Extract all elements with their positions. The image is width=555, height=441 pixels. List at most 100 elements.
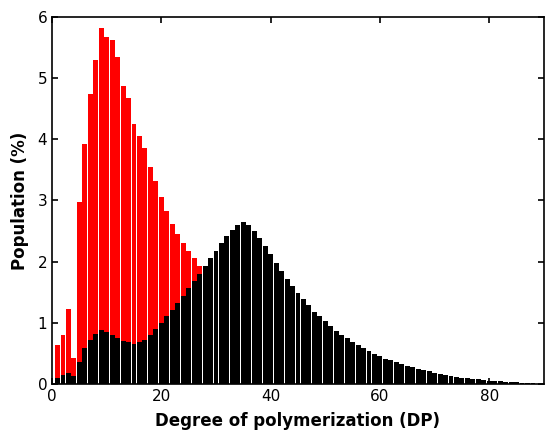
Bar — [268, 331, 273, 384]
Bar — [191, 281, 196, 384]
Bar — [508, 383, 513, 384]
Bar — [525, 383, 530, 384]
Bar — [312, 312, 317, 384]
Bar — [519, 383, 524, 384]
Bar — [186, 251, 191, 384]
Bar — [410, 374, 415, 384]
Bar — [503, 382, 508, 384]
Bar — [263, 327, 268, 384]
Bar — [356, 364, 361, 384]
Bar — [514, 383, 519, 384]
Bar — [295, 293, 300, 384]
Bar — [421, 376, 426, 384]
Bar — [175, 234, 180, 384]
Bar — [487, 381, 492, 384]
Bar — [334, 359, 339, 384]
Bar — [274, 263, 279, 384]
Bar — [66, 373, 71, 384]
Bar — [208, 258, 213, 384]
Bar — [197, 274, 202, 384]
Bar — [361, 348, 366, 384]
Bar — [148, 335, 153, 384]
Bar — [329, 326, 333, 384]
Bar — [361, 365, 366, 384]
Bar — [126, 342, 131, 384]
Bar — [383, 370, 388, 384]
Bar — [170, 310, 175, 384]
Bar — [339, 335, 344, 384]
Bar — [268, 254, 273, 384]
Bar — [487, 381, 492, 384]
Bar — [208, 279, 213, 384]
Bar — [437, 377, 442, 384]
Bar — [388, 371, 393, 384]
Bar — [203, 266, 208, 384]
Bar — [476, 381, 481, 384]
Bar — [531, 383, 536, 384]
Bar — [88, 94, 93, 384]
Bar — [235, 225, 240, 384]
Bar — [471, 380, 475, 384]
Bar — [72, 358, 77, 384]
Bar — [432, 377, 437, 384]
Bar — [465, 380, 470, 384]
Bar — [448, 378, 453, 384]
Bar — [93, 333, 98, 384]
Bar — [186, 288, 191, 384]
Bar — [394, 363, 399, 384]
Bar — [317, 353, 322, 384]
Bar — [514, 382, 519, 384]
Bar — [427, 371, 432, 384]
Bar — [153, 329, 158, 384]
Bar — [437, 374, 442, 384]
Bar — [241, 222, 246, 384]
Bar — [481, 381, 486, 384]
Bar — [224, 296, 229, 384]
Bar — [252, 320, 257, 384]
Bar — [317, 317, 322, 384]
Bar — [306, 349, 311, 384]
Bar — [498, 382, 503, 384]
Bar — [432, 373, 437, 384]
Bar — [55, 345, 60, 384]
Bar — [394, 372, 399, 384]
Bar — [219, 243, 224, 384]
Bar — [230, 301, 235, 384]
Bar — [164, 211, 169, 384]
Bar — [460, 377, 465, 384]
Bar — [77, 363, 82, 384]
Bar — [339, 360, 344, 384]
Y-axis label: Population (%): Population (%) — [11, 131, 29, 269]
Bar — [274, 333, 279, 384]
Bar — [427, 376, 432, 384]
Bar — [465, 378, 470, 384]
Bar — [170, 224, 175, 384]
Bar — [224, 236, 229, 384]
Bar — [329, 357, 333, 384]
Bar — [104, 332, 109, 384]
Bar — [323, 321, 328, 384]
Bar — [279, 271, 284, 384]
Bar — [82, 144, 87, 384]
Bar — [377, 369, 382, 384]
Bar — [143, 340, 148, 384]
Bar — [460, 379, 465, 384]
Bar — [290, 286, 295, 384]
Bar — [372, 368, 377, 384]
Bar — [203, 273, 208, 384]
Bar — [93, 60, 98, 384]
Bar — [400, 364, 404, 384]
Bar — [159, 323, 164, 384]
Bar — [301, 347, 306, 384]
Bar — [350, 342, 355, 384]
Bar — [350, 363, 355, 384]
Bar — [181, 296, 186, 384]
Bar — [476, 379, 481, 384]
Bar — [323, 355, 328, 384]
Bar — [345, 339, 350, 384]
Bar — [120, 86, 125, 384]
Bar — [443, 378, 448, 384]
Bar — [448, 376, 453, 384]
Bar — [88, 340, 93, 384]
Bar — [55, 377, 60, 384]
